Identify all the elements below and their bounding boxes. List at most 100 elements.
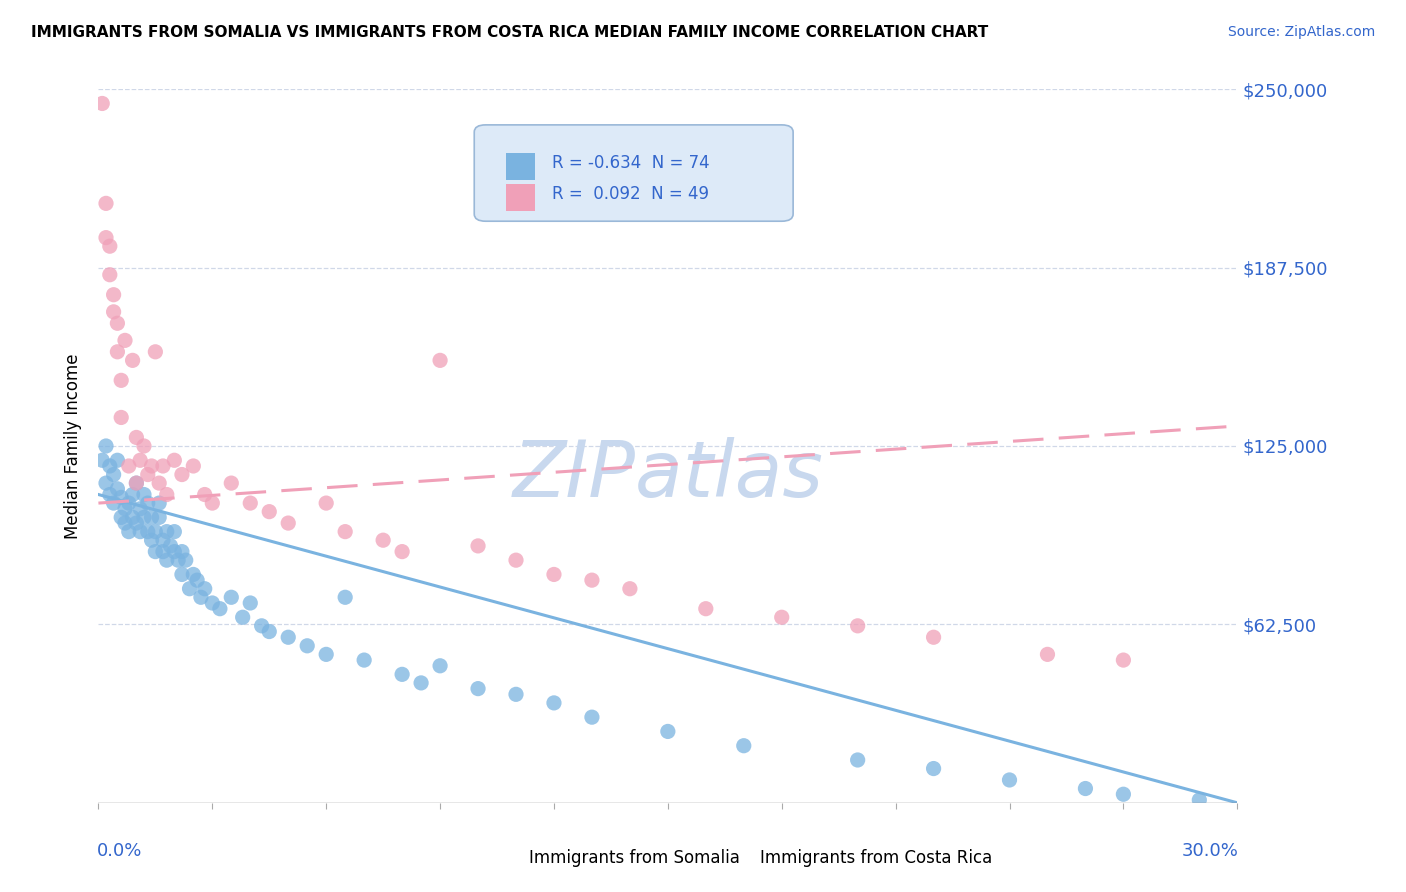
Point xyxy=(114,501,136,516)
Point xyxy=(125,476,148,491)
Text: 0.0%: 0.0% xyxy=(97,842,142,860)
FancyBboxPatch shape xyxy=(723,847,751,869)
Point xyxy=(94,230,117,244)
Point xyxy=(505,553,527,567)
Point xyxy=(846,619,869,633)
Point xyxy=(259,624,281,639)
Point xyxy=(98,239,121,253)
Point xyxy=(467,539,489,553)
Point xyxy=(103,496,125,510)
Point xyxy=(170,467,193,482)
Point xyxy=(391,667,413,681)
Point xyxy=(121,353,143,368)
Point xyxy=(277,630,299,644)
Point xyxy=(136,467,159,482)
Point xyxy=(657,724,679,739)
Point xyxy=(132,439,155,453)
Point xyxy=(167,553,190,567)
Point xyxy=(125,516,148,530)
FancyBboxPatch shape xyxy=(506,184,534,211)
Point xyxy=(91,96,114,111)
Point xyxy=(129,524,152,539)
Point xyxy=(98,458,121,473)
Point xyxy=(107,453,129,467)
Point xyxy=(695,601,717,615)
Point xyxy=(145,344,167,359)
Point xyxy=(141,533,163,548)
Point xyxy=(148,476,170,491)
Point xyxy=(91,453,114,467)
Point xyxy=(110,410,132,425)
Point xyxy=(846,753,869,767)
Point xyxy=(208,601,231,615)
Point xyxy=(107,344,129,359)
Point xyxy=(581,573,603,587)
Point xyxy=(232,610,254,624)
Point xyxy=(259,505,281,519)
Point xyxy=(98,487,121,501)
Point xyxy=(239,596,262,610)
Point xyxy=(467,681,489,696)
Point xyxy=(94,476,117,491)
Point xyxy=(194,487,217,501)
Point xyxy=(121,510,143,524)
Point xyxy=(107,316,129,330)
Text: Source: ZipAtlas.com: Source: ZipAtlas.com xyxy=(1227,25,1375,39)
Point xyxy=(429,353,451,368)
Point xyxy=(110,510,132,524)
Text: R = -0.634  N = 74: R = -0.634 N = 74 xyxy=(551,154,709,172)
Point xyxy=(114,334,136,348)
Point xyxy=(132,487,155,501)
Point xyxy=(250,619,273,633)
Point xyxy=(132,510,155,524)
Point xyxy=(505,687,527,701)
Text: IMMIGRANTS FROM SOMALIA VS IMMIGRANTS FROM COSTA RICA MEDIAN FAMILY INCOME CORRE: IMMIGRANTS FROM SOMALIA VS IMMIGRANTS FR… xyxy=(31,25,988,40)
Point xyxy=(107,482,129,496)
Point xyxy=(163,524,186,539)
Point xyxy=(201,496,224,510)
Point xyxy=(1036,648,1059,662)
Point xyxy=(103,467,125,482)
Point xyxy=(543,567,565,582)
Point xyxy=(156,487,179,501)
Point xyxy=(103,305,125,319)
Point xyxy=(922,630,945,644)
Point xyxy=(118,458,141,473)
Point xyxy=(129,453,152,467)
Point xyxy=(411,676,433,690)
Point xyxy=(297,639,319,653)
Point xyxy=(94,439,117,453)
Point xyxy=(174,553,197,567)
Text: 30.0%: 30.0% xyxy=(1181,842,1239,860)
Point xyxy=(183,458,205,473)
Point xyxy=(141,510,163,524)
Point xyxy=(114,516,136,530)
Point xyxy=(239,496,262,510)
Point xyxy=(110,373,132,387)
Point xyxy=(353,653,375,667)
Point xyxy=(152,533,174,548)
Text: Immigrants from Somalia: Immigrants from Somalia xyxy=(529,849,740,867)
Point xyxy=(770,610,793,624)
Y-axis label: Median Family Income: Median Family Income xyxy=(65,353,83,539)
Point xyxy=(194,582,217,596)
Point xyxy=(118,524,141,539)
Point xyxy=(221,591,243,605)
Text: R =  0.092  N = 49: R = 0.092 N = 49 xyxy=(551,186,709,203)
Point xyxy=(201,596,224,610)
Point xyxy=(125,476,148,491)
Point xyxy=(335,591,357,605)
Point xyxy=(335,524,357,539)
Point xyxy=(581,710,603,724)
Point xyxy=(125,430,148,444)
Point xyxy=(391,544,413,558)
Point xyxy=(170,544,193,558)
Point xyxy=(145,524,167,539)
Point xyxy=(148,496,170,510)
Point xyxy=(156,524,179,539)
Point xyxy=(190,591,212,605)
Point xyxy=(183,567,205,582)
Point xyxy=(733,739,755,753)
Point xyxy=(145,544,167,558)
FancyBboxPatch shape xyxy=(474,125,793,221)
